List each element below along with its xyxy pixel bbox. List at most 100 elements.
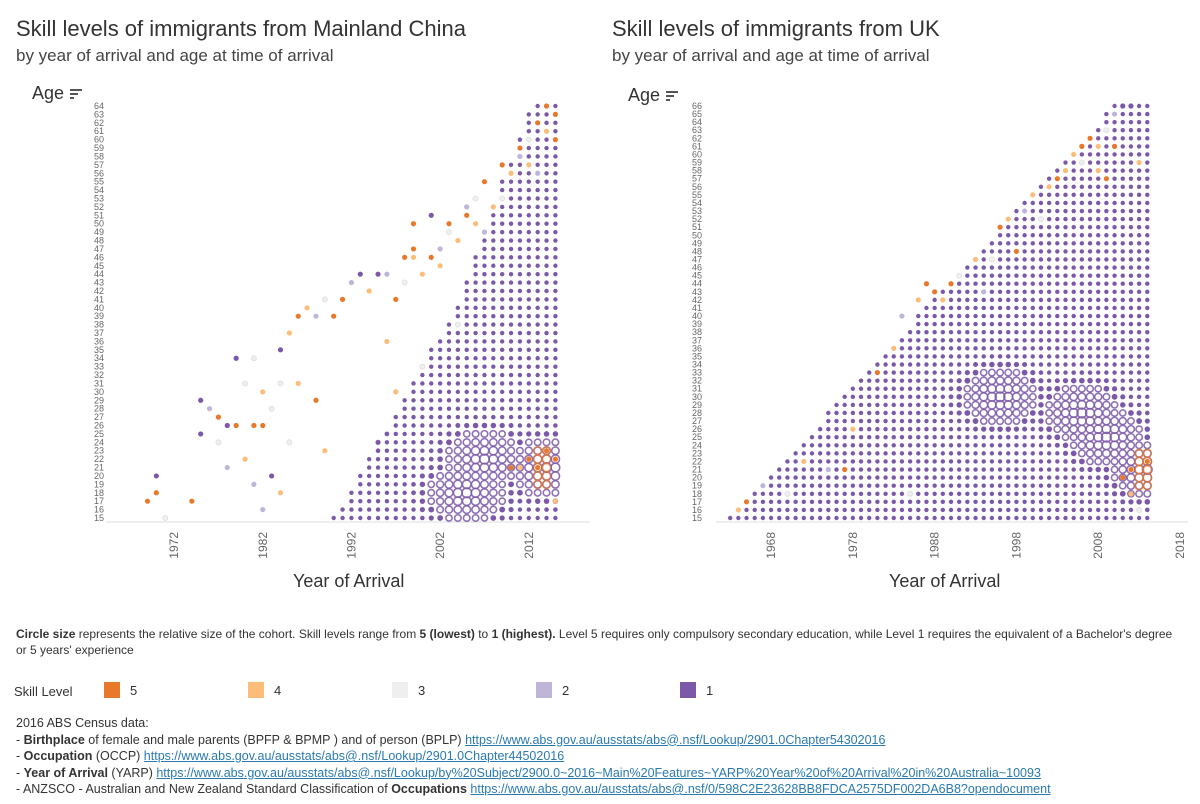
data-point <box>1055 515 1060 521</box>
data-point <box>535 179 540 184</box>
china-chart: 1516171819202122232425262728293031323334… <box>94 101 590 559</box>
data-point <box>817 491 823 496</box>
data-point <box>867 475 872 480</box>
data-point <box>1120 192 1125 198</box>
legend-item-2[interactable]: 2 <box>536 682 569 698</box>
data-point <box>1061 433 1070 442</box>
data-point <box>242 456 248 462</box>
data-point <box>1096 499 1101 505</box>
data-point <box>1112 233 1117 238</box>
data-point <box>932 426 937 432</box>
data-point <box>508 423 514 428</box>
data-point <box>1136 346 1142 351</box>
data-point <box>867 499 872 505</box>
data-point <box>1120 233 1125 238</box>
data-point <box>1103 378 1109 384</box>
data-point <box>1126 424 1136 434</box>
data-point <box>420 423 425 428</box>
data-point <box>1014 241 1019 246</box>
legend-item-5[interactable]: 5 <box>104 682 137 698</box>
data-point <box>499 414 505 420</box>
data-point <box>437 406 443 411</box>
source-link-birthplace[interactable]: https://www.abs.gov.au/ausstats/abs@.nsf… <box>465 732 886 747</box>
data-point <box>375 482 381 487</box>
data-point <box>924 338 929 343</box>
skill-level-legend: Skill Level 5 4 3 2 1 <box>14 682 774 700</box>
data-point <box>891 426 896 432</box>
legend-item-3[interactable]: 3 <box>392 682 425 698</box>
data-point <box>1112 273 1117 278</box>
data-point <box>366 456 372 462</box>
data-point <box>932 451 937 456</box>
data-point <box>473 255 478 260</box>
data-point <box>464 280 469 285</box>
data-point <box>1117 432 1128 443</box>
legend-item-1[interactable]: 1 <box>680 682 713 698</box>
data-point <box>541 454 552 464</box>
data-point <box>1014 313 1019 319</box>
source-link-year[interactable]: https://www.abs.gov.au/ausstats/abs@.nsf… <box>156 765 1041 780</box>
x-tick-label: 1982 <box>256 532 270 559</box>
data-point <box>972 369 979 376</box>
data-point <box>981 321 986 327</box>
data-point <box>1006 241 1011 246</box>
data-point <box>464 297 469 302</box>
source-link-occupation[interactable]: https://www.abs.gov.au/ausstats/abs@.nsf… <box>143 749 565 763</box>
data-point <box>1071 241 1076 246</box>
data-point <box>498 488 507 497</box>
data-point <box>420 398 425 403</box>
chart-title-uk: Skill levels of immigrants from UK <box>612 16 940 41</box>
data-point <box>1145 273 1150 278</box>
legend-item-4[interactable]: 4 <box>248 682 281 698</box>
data-point <box>1136 111 1142 117</box>
data-point <box>535 137 540 142</box>
age-header-uk: Age <box>628 85 679 106</box>
data-point <box>1087 499 1093 505</box>
data-point <box>956 386 962 392</box>
data-point <box>948 354 954 359</box>
data-point <box>875 394 880 400</box>
data-point <box>411 482 416 487</box>
data-point <box>429 431 434 437</box>
data-point <box>552 111 558 118</box>
data-point <box>1128 499 1134 505</box>
data-point <box>907 490 914 497</box>
data-point <box>826 435 831 440</box>
data-point <box>940 289 946 295</box>
data-point <box>499 314 505 319</box>
data-point <box>533 438 542 447</box>
data-point <box>965 289 970 295</box>
data-point <box>535 213 540 218</box>
data-point <box>1046 467 1052 472</box>
data-point <box>965 313 970 319</box>
data-point <box>842 394 847 400</box>
sort-icon[interactable] <box>666 90 679 102</box>
data-point <box>446 431 452 437</box>
data-point <box>932 507 937 513</box>
data-point <box>1104 111 1109 117</box>
data-point <box>553 154 558 159</box>
data-point <box>907 459 913 464</box>
data-point <box>899 338 905 343</box>
data-point <box>464 389 469 395</box>
data-point <box>535 330 540 336</box>
data-point <box>1128 216 1134 222</box>
sort-icon[interactable] <box>70 88 83 100</box>
data-point <box>1071 192 1076 198</box>
data-point <box>916 435 921 440</box>
data-point <box>358 515 363 521</box>
data-point <box>1087 466 1093 473</box>
source-link-anzsco[interactable]: https://www.abs.gov.au/ausstats/abs@.nsf… <box>470 782 1051 796</box>
data-point <box>544 507 549 512</box>
data-point <box>544 414 549 420</box>
data-point <box>544 120 549 126</box>
data-point <box>491 347 496 353</box>
data-point <box>535 356 540 361</box>
data-point <box>553 187 558 193</box>
data-point <box>1006 249 1011 254</box>
data-point <box>924 475 929 480</box>
data-point <box>875 402 880 408</box>
y-tick-label: 32 <box>94 370 104 380</box>
y-tick-label: 52 <box>94 202 104 212</box>
data-point <box>1112 119 1117 125</box>
